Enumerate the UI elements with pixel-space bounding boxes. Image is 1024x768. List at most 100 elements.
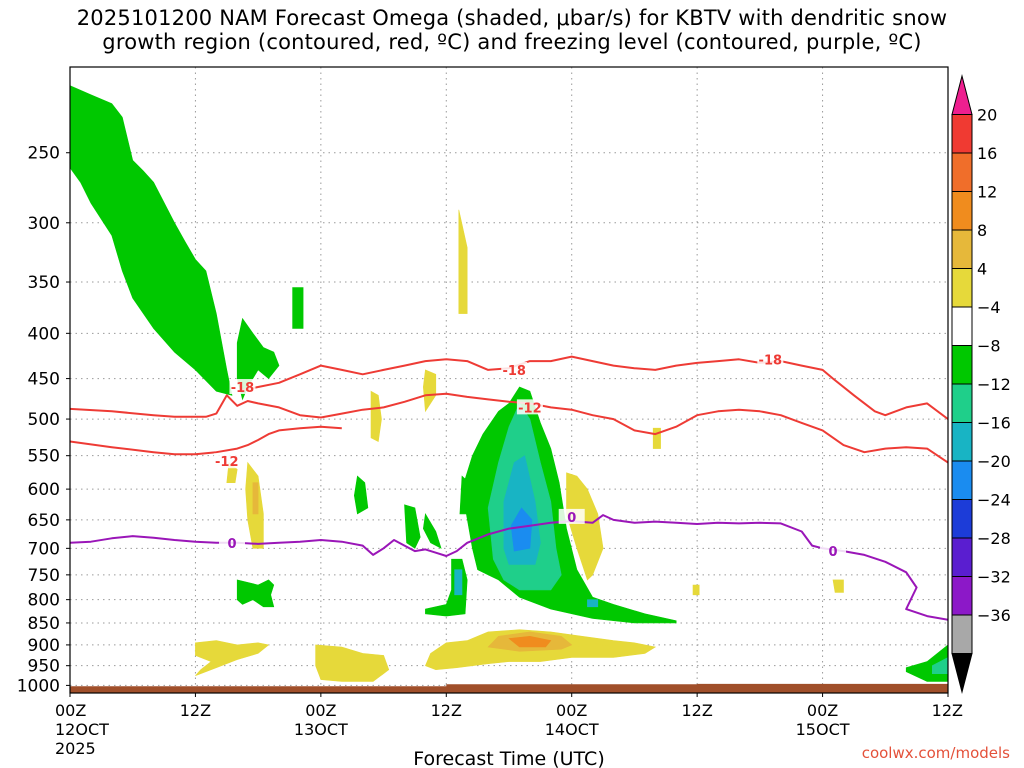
x-tick-label-6: 00Z: [807, 701, 838, 720]
y-tick-label-1000: 1000: [17, 676, 60, 696]
colorbar-bin-9: [951, 422, 973, 462]
colorbar-label-3: 8: [977, 221, 987, 240]
y-tick-label-250: 250: [28, 144, 60, 164]
colorbar-bin-5: [951, 268, 973, 308]
y-tick-label-450: 450: [28, 370, 60, 390]
colorbar-label-10: −24: [977, 491, 1011, 510]
omega-region-26: [832, 579, 844, 593]
colorbar-bin-7: [951, 345, 973, 385]
colorbar-bin-13: [951, 576, 973, 616]
dgz-label-0-1: -18: [502, 364, 526, 379]
colorbar-label-4: 4: [977, 260, 987, 279]
omega-region-17: [458, 209, 468, 314]
omega-region-4: [353, 475, 369, 515]
x-axis-label: Forecast Time (UTC): [413, 748, 604, 768]
omega-region-0: [70, 85, 233, 396]
omega-region-19: [370, 390, 382, 442]
ground-fill: [70, 683, 948, 693]
dgz-label-bg-0-0: [229, 379, 256, 395]
freezing-label-bg-0-0: [219, 534, 246, 550]
x-tick-label-3: 12Z: [431, 701, 462, 720]
colorbar-label-0: 20: [977, 106, 997, 125]
omega-region-6: [422, 513, 442, 549]
y-tick-label-650: 650: [28, 511, 60, 531]
y-tick-label-550: 550: [28, 447, 60, 467]
freezing-label-0-1: 0: [567, 511, 576, 526]
omega-region-24: [652, 427, 661, 449]
colorbar-label-11: −28: [977, 529, 1011, 548]
dgz-label-bg-2-0: [213, 453, 240, 469]
y-tick-label-300: 300: [28, 214, 60, 234]
omega-region-31: [508, 635, 552, 648]
dgz-contour-2: [70, 425, 342, 456]
y-tick-label-700: 700: [28, 539, 60, 559]
colorbar-bin-10: [951, 460, 973, 500]
colorbar-label-9: −20: [977, 452, 1011, 471]
omega-region-25: [692, 584, 700, 596]
y-tick-label-600: 600: [28, 480, 60, 500]
omega-region-3: [236, 579, 275, 608]
ground-layer: [70, 683, 948, 693]
colorbar-bin-3: [951, 191, 973, 231]
omega-region-23: [566, 472, 604, 581]
y-axis: 2503003504004505005506006507007508008509…: [17, 144, 70, 696]
y-tick-label-800: 800: [28, 591, 60, 611]
plot-background: [70, 67, 948, 693]
x-tick-date-4: 14OCT: [545, 720, 599, 739]
dgz-label-0-0: -18: [231, 381, 255, 396]
chart-title-line-2: growth region (contoured, red, ºC) and f…: [102, 30, 922, 54]
colorbar-label-2: 12: [977, 183, 997, 202]
dgz-label-0-2: -18: [759, 353, 783, 368]
colorbar-bin-8: [951, 383, 973, 423]
colorbar: 20 16 12 8 4 −4 −8 −12 −16 −20 −24 −28 −32 −36: [951, 74, 1011, 694]
omega-region-2: [292, 287, 304, 329]
omega-region-16: [931, 657, 948, 675]
colorbar-bin-15: [951, 653, 973, 694]
dgz-label-bg-0-2: [757, 351, 784, 367]
y-tick-label-950: 950: [28, 657, 60, 677]
omega-region-27: [195, 640, 270, 676]
chart-title: 2025101200 NAM Forecast Omega (shaded, μ…: [0, 6, 1024, 54]
freezing-label-bg-0-2: [820, 543, 847, 559]
colorbar-bin-1: [951, 114, 973, 154]
x-tick-label-4: 00Z: [556, 701, 587, 720]
freezing-label-bg-0-1: [558, 508, 585, 524]
omega-region-13: [454, 569, 463, 596]
omega-region-14: [587, 599, 599, 608]
omega-region-12: [510, 507, 533, 552]
colorbar-label-13: −36: [977, 606, 1011, 625]
omega-shading: [70, 85, 948, 682]
colorbar-label-6: −8: [977, 337, 1001, 356]
freezing-label-0-2: 0: [829, 545, 838, 560]
colorbar-label-8: −16: [977, 414, 1011, 433]
x-tick-year-0: 2025: [55, 739, 96, 758]
y-tick-label-500: 500: [28, 410, 60, 430]
colorbar-label-7: −12: [977, 375, 1011, 394]
x-tick-label-7: 12Z: [932, 701, 963, 720]
dgz-contour-0: [237, 355, 948, 420]
dgz-label-bg-1-0: [516, 399, 543, 415]
plot-frame: [69, 66, 949, 694]
colorbar-bin-12: [951, 537, 973, 577]
colorbar-label-1: 16: [977, 144, 997, 163]
credit-link[interactable]: coolwx.com/models: [861, 744, 1010, 762]
x-tick-date-0: 12OCT: [55, 720, 109, 739]
y-tick-label-900: 900: [28, 636, 60, 656]
dgz-label-2-0: -12: [215, 455, 239, 470]
x-tick-label-1: 12Z: [180, 701, 211, 720]
x-tick-date-2: 13OCT: [294, 720, 348, 739]
dgz-label-1-0: -12: [518, 401, 542, 416]
freezing-contour-0: [70, 514, 948, 621]
y-tick-label-850: 850: [28, 614, 60, 634]
omega-region-18: [422, 369, 437, 413]
colorbar-bin-0: [951, 74, 973, 115]
x-tick-label-2: 00Z: [305, 701, 336, 720]
colorbar-bin-2: [951, 152, 973, 192]
temperature-contours: [70, 355, 948, 621]
y-tick-label-750: 750: [28, 566, 60, 586]
dgz-label-bg-0-1: [501, 361, 528, 377]
y-tick-label-400: 400: [28, 324, 60, 344]
colorbar-bin-4: [951, 229, 973, 269]
y-tick-label-350: 350: [28, 273, 60, 293]
